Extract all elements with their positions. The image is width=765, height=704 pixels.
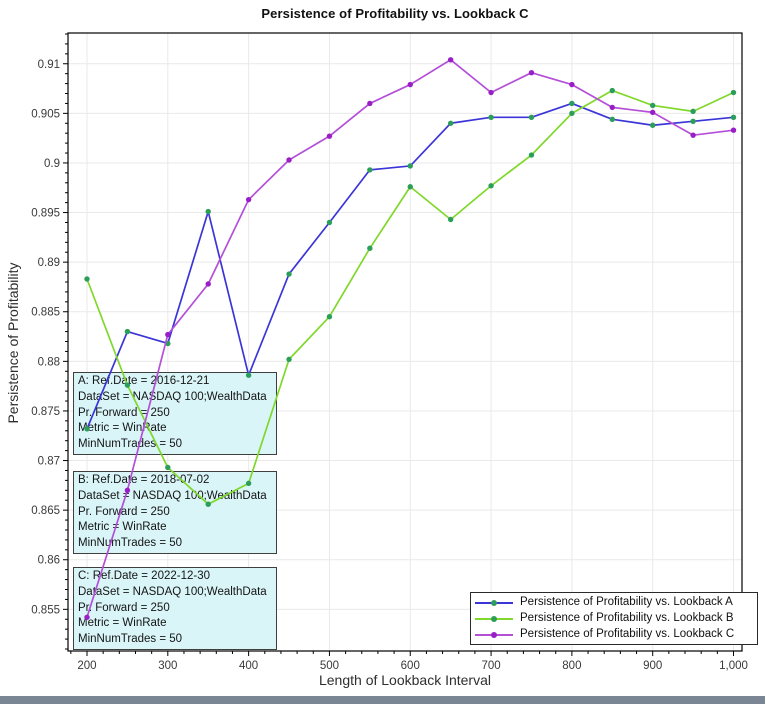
legend-label: Persistence of Profitability vs. Lookbac… xyxy=(520,612,734,624)
x-axis-title: Length of Lookback Interval xyxy=(318,672,491,688)
legend-line-sample xyxy=(475,629,513,639)
gridlines xyxy=(68,33,742,651)
chart-title: Persistence of Profitability vs. Lookbac… xyxy=(261,6,529,21)
annotation-line: Metric = WinRate xyxy=(78,521,167,534)
annotation-line: DataSet = NASDAQ 100;WealthData xyxy=(78,585,267,598)
annotation-line: MinNumTrades = 50 xyxy=(78,537,183,550)
annotation-line: MinNumTrades = 50 xyxy=(78,438,183,451)
annotation-box-c: C: Ref.Date = 2022-12-30 DataSet = NASDAQ… xyxy=(73,567,277,650)
annotation-line: MinNumTrades = 50 xyxy=(78,633,183,646)
annotation-line: Pr. Forward = 250 xyxy=(78,406,170,419)
legend-marker-dot xyxy=(491,615,497,622)
annotation-line: Metric = WinRate xyxy=(78,422,167,435)
annotation-line: A: Ref.Date = 2016-12-21 xyxy=(78,375,210,387)
legend-line-sample xyxy=(475,613,513,623)
legend-item-b: Persistence of Profitability vs. Lookbac… xyxy=(475,610,753,626)
legend-marker-dot xyxy=(491,631,497,638)
legend-item-c: Persistence of Profitability vs. Lookbac… xyxy=(475,626,753,642)
annotation-line: C: Ref.Date = 2022-12-30 xyxy=(78,570,211,582)
legend-line-sample xyxy=(475,597,513,607)
y-axis-title: Persistence of Profitability xyxy=(5,262,21,424)
annotation-line: Pr. Forward = 250 xyxy=(78,601,170,614)
annotation-line: Metric = WinRate xyxy=(78,617,167,630)
window-bottom-bar xyxy=(0,696,765,704)
chart-legend: Persistence of Profitability vs. Lookbac… xyxy=(470,592,758,645)
legend-label: Persistence of Profitability vs. Lookbac… xyxy=(520,596,733,608)
annotation-box-a: A: Ref.Date = 2016-12-21 DataSet = NASDAQ… xyxy=(73,372,277,455)
annotation-line: B: Ref.Date = 2018-07-02 xyxy=(78,474,210,486)
legend-label: Persistence of Profitability vs. Lookbac… xyxy=(520,628,735,640)
annotation-line: DataSet = NASDAQ 100;WealthData xyxy=(78,489,267,502)
annotation-line: DataSet = NASDAQ 100;WealthData xyxy=(78,390,267,403)
annotation-line: Pr. Forward = 250 xyxy=(78,505,170,518)
legend-item-a: Persistence of Profitability vs. Lookbac… xyxy=(475,594,753,610)
annotation-box-b: B: Ref.Date = 2018-07-02 DataSet = NASDAQ… xyxy=(73,471,277,554)
legend-marker-dot xyxy=(491,599,497,606)
